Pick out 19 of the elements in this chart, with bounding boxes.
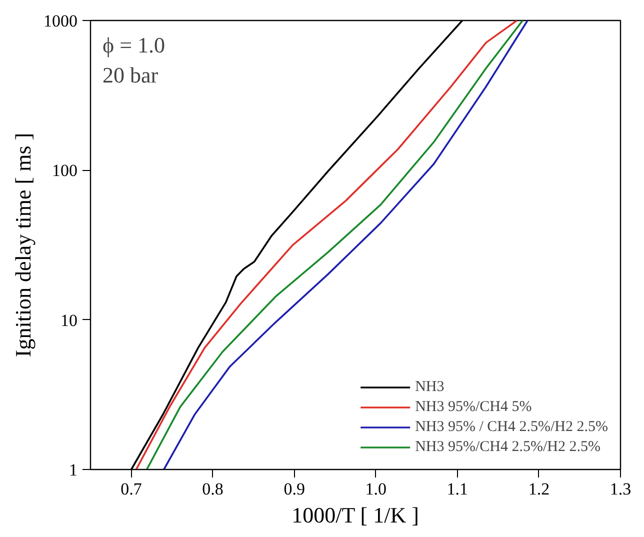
annotation: ϕ = 1.0 [102, 32, 165, 58]
x-tick-label: 1.0 [365, 480, 387, 498]
x-axis-title: 1000/T [ 1/K ] [292, 502, 419, 528]
x-tick-label: 0.9 [284, 480, 305, 498]
annotation: 20 bar [102, 62, 159, 88]
legend-label: NH3 [415, 378, 444, 396]
x-tick-label: 0.8 [202, 480, 224, 498]
y-axis-title: Ignition delay time [ ms ] [10, 132, 36, 358]
y-tick-label: 1 [69, 460, 78, 480]
y-tick-label: 1000 [44, 12, 78, 30]
x-tick-label: 1.1 [446, 480, 468, 498]
y-tick-label: 100 [52, 161, 78, 180]
x-tick-label: 1.3 [610, 480, 632, 498]
legend-label: NH3 95%/CH4 2.5%/H2 2.5% [415, 438, 600, 456]
legend-label: NH3 95% / CH4 2.5%/H2 2.5% [415, 418, 608, 436]
y-tick-label: 10 [60, 310, 78, 330]
x-tick-label: 0.7 [120, 480, 142, 498]
x-tick-label: 1.2 [528, 480, 550, 498]
legend-label: NH3 95%/CH4 5% [415, 398, 532, 416]
